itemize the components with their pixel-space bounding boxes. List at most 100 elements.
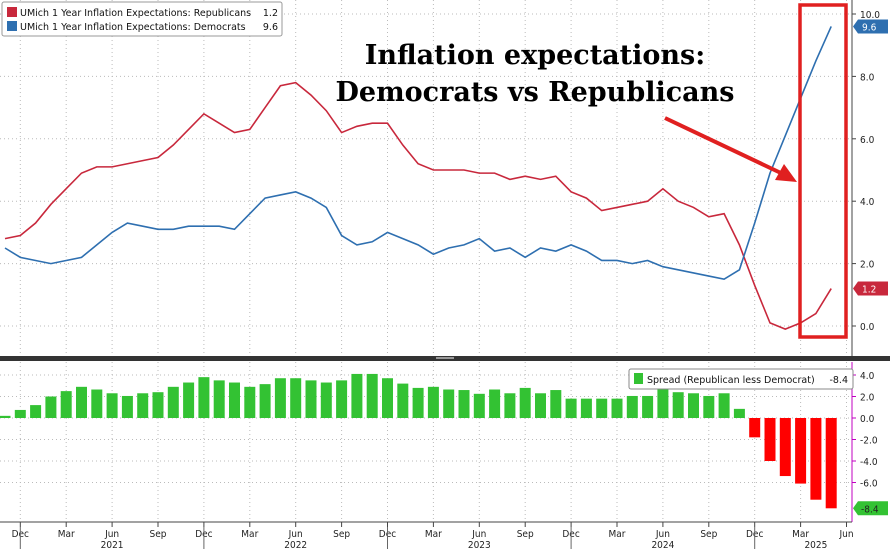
annotation-line-1: Inflation expectations: — [365, 40, 705, 71]
spread-bar — [825, 418, 837, 509]
spread-bar — [366, 373, 378, 418]
spread-bar — [718, 393, 730, 418]
y-tick-label: -6.0 — [860, 479, 878, 490]
spread-bar — [427, 386, 439, 418]
spread-bar — [183, 382, 195, 418]
spread-bar — [106, 393, 118, 418]
spread-bar — [580, 398, 592, 418]
last-value-badge — [853, 281, 888, 296]
highlight-box — [798, 3, 848, 339]
lines — [4, 26, 832, 330]
x-tick-label: Mar — [425, 529, 442, 540]
x-tick-label: Sep — [517, 529, 534, 540]
year-label: 2022 — [284, 540, 307, 549]
spread-bar — [0, 415, 11, 418]
x-tick-label: Jun — [655, 529, 670, 540]
spread-bar — [688, 393, 699, 418]
spread-bar — [749, 418, 761, 438]
x-tick-label: Jun — [288, 529, 303, 540]
x-tick-label: Mar — [792, 529, 809, 540]
year-label: 2024 — [651, 540, 674, 549]
grid — [0, 0, 852, 522]
democrats-line — [4, 26, 832, 281]
spread-bar — [611, 398, 623, 418]
spread-bar — [14, 409, 26, 418]
spread-bar — [91, 389, 103, 418]
x-tick-label: Mar — [609, 529, 626, 540]
y-tick-label: 6.0 — [860, 135, 875, 146]
spread-bar — [167, 386, 179, 418]
spread-bar — [733, 408, 745, 418]
spread-bar — [642, 395, 654, 418]
spread-bar — [152, 392, 164, 418]
spread-bar — [213, 380, 225, 418]
x-tick-label: Jun — [471, 529, 486, 540]
y-tick-label: -2.0 — [860, 436, 878, 447]
legend-label-republicans: UMich 1 Year Inflation Expectations: Rep… — [20, 8, 251, 19]
spread-bar — [412, 387, 424, 418]
spread-bar — [121, 395, 133, 418]
legend-swatch-republicans — [7, 7, 17, 17]
spread-bar — [198, 377, 210, 418]
x-tick-label: Mar — [58, 529, 75, 540]
spread-bar — [244, 386, 256, 418]
legend-top: UMich 1 Year Inflation Expectations: Rep… — [1, 1, 283, 37]
last-value-label: 1.2 — [862, 285, 876, 296]
year-label: 2021 — [101, 540, 124, 549]
x-tick-label: Sep — [333, 529, 350, 540]
spread-bar — [779, 418, 791, 477]
spread-bar — [60, 391, 72, 418]
y-tick-label: 8.0 — [860, 72, 875, 83]
spread-bar — [382, 378, 393, 418]
x-tick-label: Mar — [241, 529, 258, 540]
spread-bar — [565, 398, 577, 418]
last-value-badge — [853, 19, 888, 34]
y-tick-label: 4.0 — [860, 371, 875, 382]
legend-label-spread: Spread (Republican less Democrat) — [647, 375, 815, 386]
x-tick-label: Sep — [700, 529, 717, 540]
annotation-arrow — [664, 116, 797, 182]
spread-bar — [626, 395, 638, 418]
spread-bar — [45, 396, 57, 418]
spread-bar — [458, 390, 470, 418]
spread-bar — [519, 387, 531, 418]
x-tick-label: Jun — [838, 529, 853, 540]
legend-value-spread: -8.4 — [829, 375, 848, 386]
legend-swatch-spread — [634, 373, 643, 384]
spread-bar — [672, 392, 684, 418]
spread-bar — [657, 388, 669, 418]
panel-resize-handle — [436, 357, 454, 359]
spread-bar — [810, 418, 822, 500]
spread-bar — [596, 398, 608, 418]
spread-bar — [259, 384, 271, 418]
spread-bar — [764, 418, 776, 461]
legend-swatch-democrats — [7, 21, 17, 31]
spread-bar — [305, 380, 317, 418]
y-tick-label: 0.0 — [860, 322, 875, 333]
spread-bar — [229, 382, 240, 418]
spread-bar — [137, 393, 149, 418]
x-tick-label: Sep — [150, 529, 167, 540]
x-tick-label: Jun — [104, 529, 119, 540]
spread-bar — [336, 380, 348, 418]
spread-bar — [489, 389, 501, 418]
spread-bar — [351, 373, 363, 418]
spread-bar — [76, 386, 87, 418]
legend-label-democrats: UMich 1 Year Inflation Expectations: Dem… — [20, 22, 246, 33]
legend-bottom: Spread (Republican less Democrat) -8.4 — [628, 368, 854, 390]
spread-last-badge — [853, 501, 888, 516]
y-tick-label: 2.0 — [860, 260, 875, 271]
y-tick-label: 4.0 — [860, 197, 875, 208]
spread-bar — [703, 395, 715, 418]
spread-bar — [795, 418, 807, 484]
spread-bar — [397, 383, 409, 418]
legend-value-republicans: 1.2 — [263, 8, 278, 19]
spread-bar — [320, 382, 332, 418]
spread-bar — [290, 378, 302, 418]
spread-bar — [535, 393, 546, 418]
republicans-line — [4, 81, 832, 330]
year-label: 2025 — [804, 540, 827, 549]
legend-value-democrats: 9.6 — [263, 22, 278, 33]
spread-last-value: -8.4 — [861, 504, 879, 515]
